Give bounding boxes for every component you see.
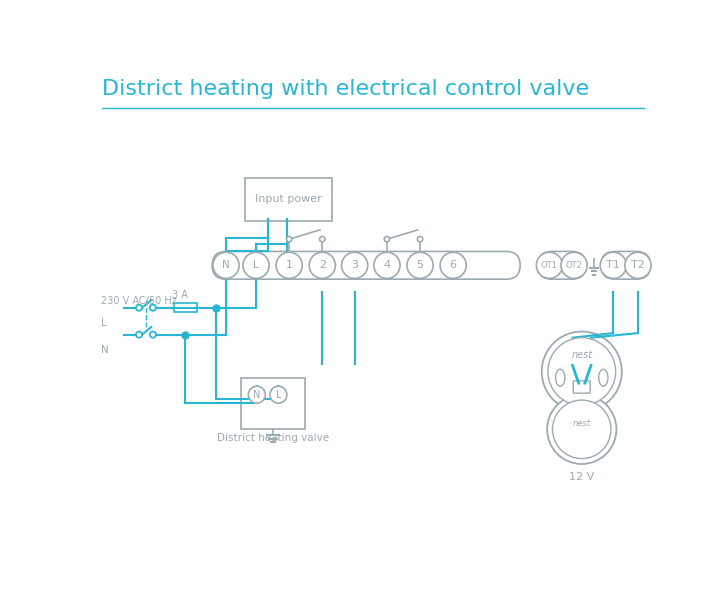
Circle shape bbox=[417, 236, 423, 242]
FancyBboxPatch shape bbox=[242, 378, 304, 428]
Text: OT2: OT2 bbox=[566, 261, 582, 270]
Text: 230 V AC/50 Hz: 230 V AC/50 Hz bbox=[100, 296, 176, 306]
Text: 1: 1 bbox=[285, 260, 293, 270]
Ellipse shape bbox=[555, 369, 565, 386]
FancyBboxPatch shape bbox=[574, 381, 590, 393]
Circle shape bbox=[270, 386, 287, 403]
Text: N: N bbox=[253, 390, 261, 400]
Circle shape bbox=[547, 394, 617, 464]
Circle shape bbox=[320, 236, 325, 242]
Text: 6: 6 bbox=[450, 260, 456, 270]
Circle shape bbox=[213, 252, 239, 279]
Text: T1: T1 bbox=[606, 260, 620, 270]
Circle shape bbox=[341, 252, 368, 279]
Circle shape bbox=[440, 252, 466, 279]
Circle shape bbox=[542, 331, 622, 412]
Circle shape bbox=[384, 236, 389, 242]
FancyBboxPatch shape bbox=[538, 251, 585, 279]
Circle shape bbox=[150, 331, 156, 338]
FancyBboxPatch shape bbox=[601, 251, 650, 279]
Circle shape bbox=[136, 331, 142, 338]
Text: nest: nest bbox=[573, 419, 590, 428]
Circle shape bbox=[407, 252, 433, 279]
Text: 12 V: 12 V bbox=[569, 472, 594, 482]
FancyBboxPatch shape bbox=[174, 303, 197, 312]
Text: nest: nest bbox=[571, 350, 593, 359]
Circle shape bbox=[136, 305, 142, 311]
Text: T2: T2 bbox=[631, 260, 645, 270]
Text: N: N bbox=[100, 345, 108, 355]
Circle shape bbox=[276, 252, 302, 279]
Text: 3 A: 3 A bbox=[172, 290, 188, 299]
Circle shape bbox=[537, 252, 563, 279]
Text: L: L bbox=[276, 390, 281, 400]
Text: 2: 2 bbox=[319, 260, 326, 270]
FancyBboxPatch shape bbox=[245, 178, 331, 220]
Text: OT1: OT1 bbox=[541, 261, 558, 270]
Circle shape bbox=[150, 305, 156, 311]
Text: L: L bbox=[100, 318, 106, 328]
Circle shape bbox=[561, 252, 587, 279]
Text: L: L bbox=[253, 260, 259, 270]
Text: District heating valve: District heating valve bbox=[217, 433, 329, 443]
Text: District heating with electrical control valve: District heating with electrical control… bbox=[102, 79, 589, 99]
Circle shape bbox=[625, 252, 651, 279]
Circle shape bbox=[548, 338, 616, 406]
Circle shape bbox=[248, 386, 265, 403]
Circle shape bbox=[601, 252, 626, 279]
Circle shape bbox=[553, 400, 611, 459]
Text: 4: 4 bbox=[384, 260, 390, 270]
Ellipse shape bbox=[598, 369, 608, 386]
Circle shape bbox=[243, 252, 269, 279]
Text: N: N bbox=[222, 260, 230, 270]
Text: Input power: Input power bbox=[255, 194, 322, 204]
Circle shape bbox=[309, 252, 336, 279]
Circle shape bbox=[287, 236, 292, 242]
Text: 3: 3 bbox=[351, 260, 358, 270]
Circle shape bbox=[374, 252, 400, 279]
FancyBboxPatch shape bbox=[212, 251, 521, 279]
Text: 5: 5 bbox=[416, 260, 424, 270]
